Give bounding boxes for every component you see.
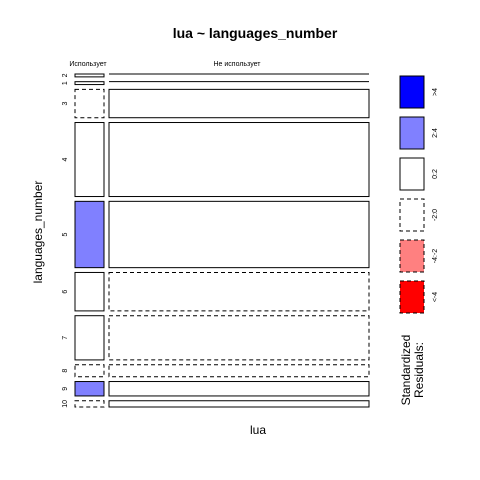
row-tick-10: 10 [62, 400, 69, 408]
row-tick-3: 3 [62, 101, 69, 105]
legend-swatch-0 [399, 75, 425, 109]
mosaic-cell-1-uses [74, 81, 105, 86]
mosaic-cell-9-uses [74, 381, 105, 397]
mosaic-cell-8-uses [74, 364, 105, 378]
mosaic-cell-5-uses [74, 200, 105, 269]
legend-label-1: 2:4 [432, 128, 439, 138]
chart-title: lua ~ languages_number [173, 25, 338, 41]
mosaic-cell-8-not-uses [108, 364, 370, 378]
row-tick-4: 4 [62, 157, 69, 161]
legend-label-0: >4 [432, 88, 439, 96]
legend-label-3: -2:0 [432, 209, 439, 221]
mosaic-cell-2-uses [74, 73, 105, 78]
residuals-legend: >4 2:4 0:2 -2:0 -4:-2 <-4 Standardized Residual… [399, 75, 439, 406]
column-label-not-uses: Не использует [214, 61, 262, 68]
column-label-uses: Использует [69, 61, 107, 68]
mosaic-cell-9-not-uses [108, 381, 370, 397]
mosaic-cell-10-not-uses [108, 400, 370, 408]
legend-title-line-0: Standardized [399, 335, 413, 406]
legend-swatch-4 [399, 239, 425, 273]
mosaic-cell-6-uses [74, 271, 105, 312]
legend-swatch-1 [399, 116, 425, 150]
legend-label-2: 0:2 [432, 169, 439, 179]
mosaic-cell-7-uses [74, 315, 105, 361]
mosaic-cell-6-not-uses [108, 271, 370, 312]
row-tick-5: 5 [62, 232, 69, 236]
x-axis-label: lua [250, 423, 266, 437]
mosaic-cell-3-uses [74, 88, 105, 119]
row-tick-7: 7 [62, 336, 69, 340]
mosaic-cell-7-not-uses [108, 315, 370, 361]
legend-swatch-5 [399, 280, 425, 314]
y-axis-label: languages_number [31, 181, 45, 284]
mosaic-cell-3-not-uses [108, 88, 370, 119]
mosaic-cell-10-uses [74, 400, 105, 408]
legend-swatch-3 [399, 198, 425, 232]
legend-title-line-1: Residuals: [412, 342, 426, 398]
legend-label-4: -4:-2 [432, 249, 439, 264]
row-tick-1: 1 [62, 81, 69, 85]
mosaic-cell-4-not-uses [108, 122, 370, 198]
row-tick-6: 6 [62, 290, 69, 294]
row-tick-2: 2 [62, 73, 69, 77]
legend-swatch-2 [399, 157, 425, 191]
legend-label-5: <-4 [432, 292, 439, 302]
row-tick-9: 9 [62, 387, 69, 391]
row-tick-labels: 2 1 3 4 5 6 7 8 9 10 [62, 73, 69, 407]
row-tick-8: 8 [62, 369, 69, 373]
mosaic-cells [74, 73, 370, 408]
mosaic-cell-4-uses [74, 122, 105, 198]
mosaic-cell-5-not-uses [108, 200, 370, 269]
